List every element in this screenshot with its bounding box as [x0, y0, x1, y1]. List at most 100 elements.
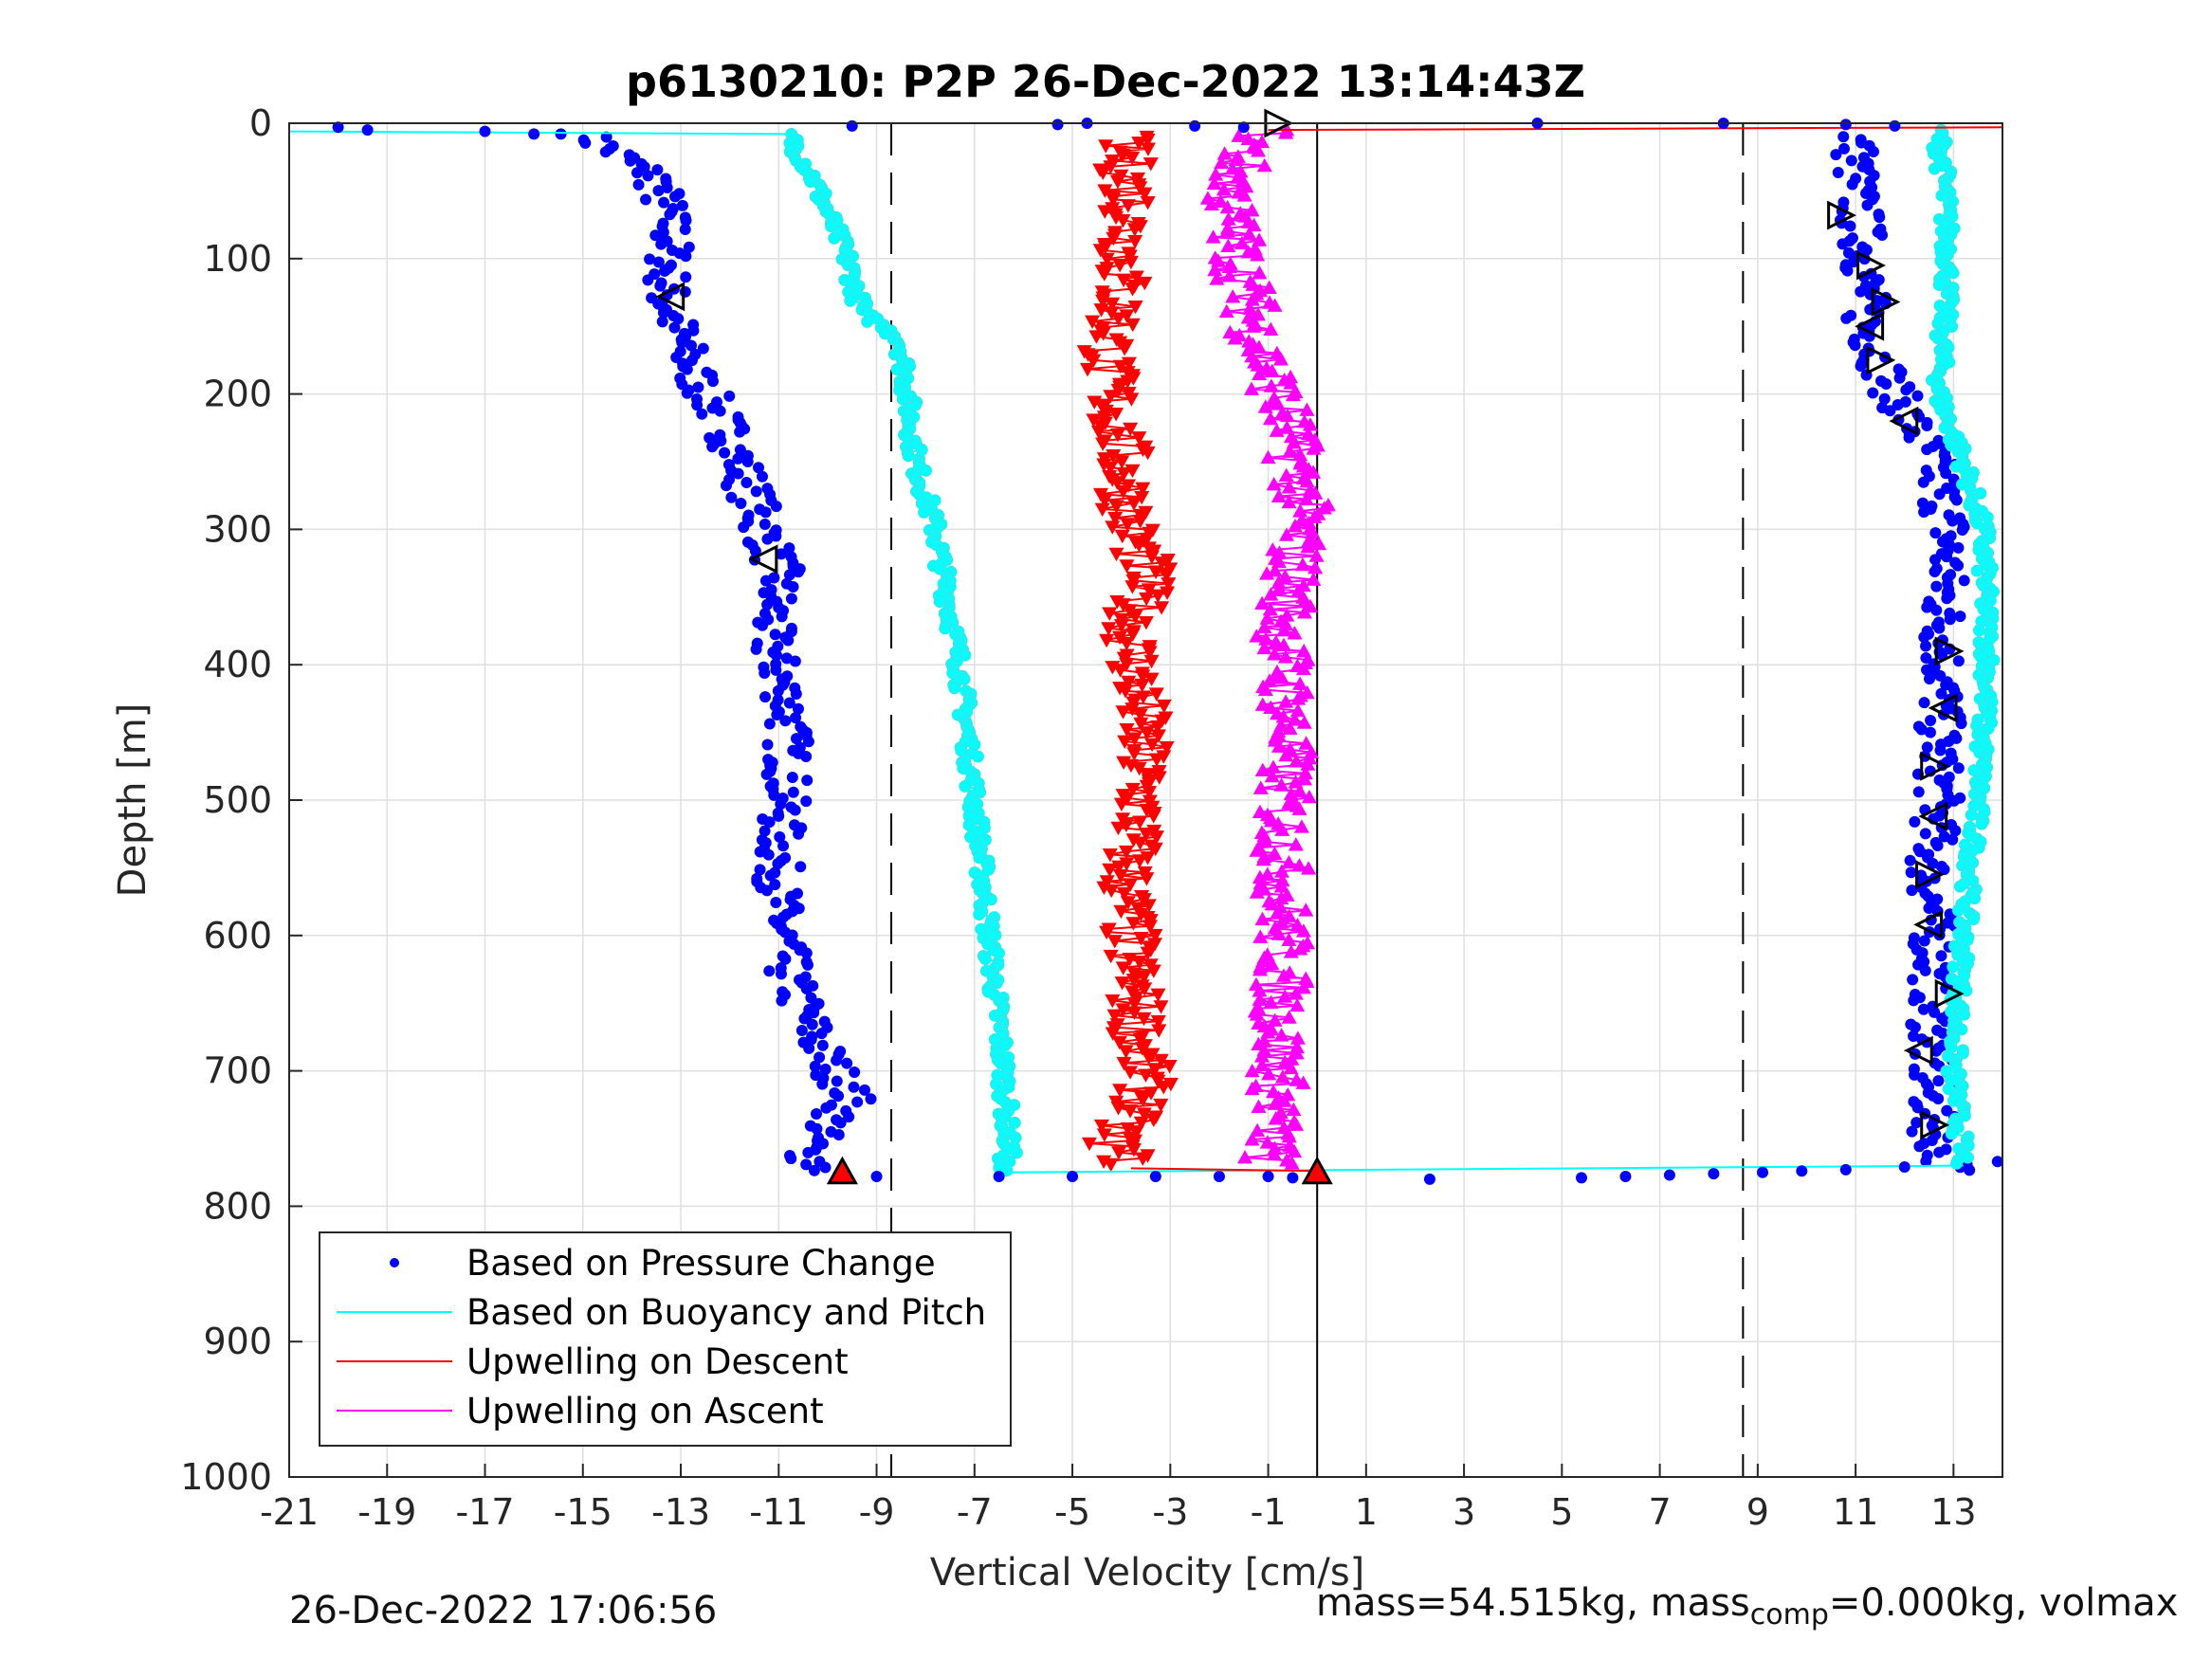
descent-upwelling-marker: [1111, 1035, 1127, 1050]
ascent-upwelling-marker: [1225, 289, 1241, 303]
ascent-upwelling-marker: [1273, 914, 1289, 929]
pressure-point: [1949, 825, 1962, 837]
pressure-point: [795, 861, 807, 873]
pressure-point: [1913, 1140, 1926, 1153]
ascent-upwelling-marker: [1254, 762, 1271, 776]
pressure-point: [652, 256, 665, 268]
series-based-on-buoyancy-and-pitch: [783, 127, 1023, 1177]
ascent-upwelling-marker: [1250, 1122, 1266, 1138]
ascent-upwelling-marker: [1254, 1057, 1271, 1072]
waypoint-triangle: [1889, 406, 1919, 436]
ascent-upwelling-marker: [1288, 986, 1304, 1000]
pressure-point: [858, 1084, 870, 1096]
ascent-upwelling-marker: [1263, 410, 1279, 426]
buoyancy-point: [1953, 880, 1966, 893]
pressure-point: [1915, 723, 1928, 736]
pressure-point: [654, 280, 667, 292]
ascent-upwelling-marker: [1275, 709, 1291, 723]
pressure-point: [1918, 697, 1930, 709]
pressure-point: [776, 611, 788, 623]
descent-upwelling-marker: [1110, 312, 1126, 326]
buoyancy-point: [825, 220, 838, 233]
ascent-upwelling-marker: [1271, 488, 1287, 502]
ascent-upwelling-marker: [1290, 691, 1307, 705]
ascent-upwelling-marker: [1219, 223, 1235, 238]
pressure-point: [783, 697, 795, 709]
descent-upwelling-marker: [1115, 705, 1131, 720]
waypoint-triangle: [1934, 978, 1965, 1009]
pressure-point: [848, 1081, 860, 1093]
x-tick-label: -3: [1152, 1491, 1188, 1533]
x-tick-label: -13: [651, 1491, 710, 1533]
pressure-point: [783, 542, 795, 555]
pressure-point: [761, 533, 774, 545]
pressure-point: [759, 667, 771, 680]
ascent-upwelling-marker: [1297, 605, 1313, 619]
ascent-upwelling-marker: [1295, 661, 1311, 676]
ascent-upwelling-marker: [1283, 944, 1299, 958]
pressure-point: [1941, 551, 1953, 563]
ascent-upwelling-marker: [1287, 1143, 1303, 1158]
descent-upwelling-marker: [1126, 1006, 1143, 1020]
descent-upwelling-marker: [1103, 949, 1119, 964]
pressure-point: [790, 712, 802, 724]
descent-upwelling-marker: [1112, 868, 1128, 884]
descent-upwelling-marker: [1128, 1125, 1144, 1139]
pressure-point: [1849, 339, 1861, 352]
pressure-point: [1930, 1045, 1943, 1057]
pressure-point: [775, 798, 787, 811]
buoyancy-point: [844, 294, 857, 307]
pressure-point: [741, 456, 754, 467]
pressure-point: [802, 736, 814, 748]
ascent-upwelling-marker: [1278, 694, 1294, 708]
descent-upwelling-marker: [1099, 925, 1115, 940]
descent-upwelling-marker: [1132, 708, 1148, 722]
pressure-point: [1924, 673, 1936, 685]
bottom-pressure-point: [1708, 1168, 1720, 1180]
pressure-point: [757, 619, 769, 631]
ascent-upwelling-marker: [1213, 193, 1229, 208]
pressure-point: [800, 983, 813, 995]
buoyancy-point: [861, 315, 874, 328]
x-tick-label: 7: [1649, 1491, 1672, 1533]
surface-pressure-point: [528, 128, 540, 140]
pressure-point: [1920, 652, 1932, 665]
descent-upwelling-marker: [1132, 815, 1148, 830]
pressure-point: [1925, 715, 1937, 727]
ascent-upwelling-marker: [1268, 1111, 1284, 1125]
bottom-pressure-point: [1898, 1160, 1910, 1173]
ascent-upwelling-marker: [1300, 426, 1316, 440]
ascent-upwelling-marker: [1255, 851, 1271, 866]
buoyancy-point: [1965, 809, 1978, 822]
descent-upwelling-marker: [1080, 362, 1096, 377]
descent-upwelling-marker: [1135, 1092, 1151, 1107]
descent-upwelling-marker: [1102, 607, 1118, 621]
bottom-pressure-point: [1575, 1172, 1587, 1184]
pressure-point: [1908, 994, 1920, 1007]
descent-upwelling-marker: [1123, 1066, 1139, 1080]
descent-upwelling-marker: [1143, 920, 1159, 934]
pressure-point: [814, 1051, 826, 1064]
ascent-upwelling-marker: [1271, 574, 1287, 590]
bottom-pressure-point: [1287, 1172, 1299, 1184]
bottom-ascent-marker: [1301, 1156, 1333, 1185]
pressure-point: [749, 545, 761, 557]
descent-upwelling-marker: [1128, 270, 1144, 284]
pressure-point: [754, 864, 766, 876]
ascent-upwelling-marker: [1286, 1102, 1302, 1117]
descent-upwelling-marker: [1161, 577, 1177, 592]
descent-upwelling-marker: [1110, 1102, 1126, 1116]
ascent-upwelling-marker: [1287, 626, 1303, 640]
buoyancy-point: [939, 622, 952, 635]
ascent-upwelling-marker: [1273, 352, 1289, 366]
y-axis-label: Depth [m]: [111, 703, 155, 898]
pressure-point: [735, 497, 747, 509]
waypoint-triangle: [655, 282, 686, 312]
pressure-point: [795, 1025, 808, 1037]
buoyancy-point: [948, 682, 961, 695]
x-tick-label: 5: [1550, 1491, 1573, 1533]
buoyancy-point: [978, 953, 992, 966]
ascent-upwelling-marker: [1252, 962, 1268, 976]
ascent-upwelling-marker: [1254, 911, 1271, 926]
ascent-upwelling-marker: [1257, 399, 1273, 413]
